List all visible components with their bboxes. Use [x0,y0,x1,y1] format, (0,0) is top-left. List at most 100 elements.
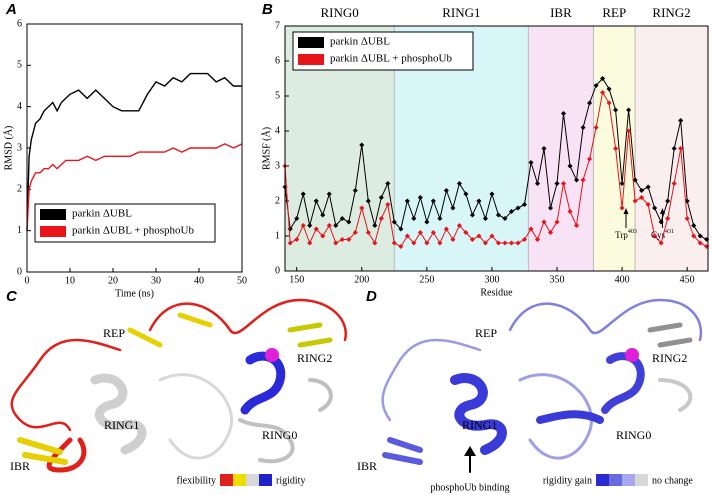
series-line [26,143,243,231]
data-point [476,198,482,204]
data-point [294,215,300,222]
domain-label: REP [103,326,125,340]
data-point [469,236,475,243]
legend-label: parkin ΔUBL + phosphoUb [72,225,194,237]
x-tick-label: 300 [484,274,499,285]
x-tick-label: 20 [108,275,118,286]
data-point [404,198,410,204]
data-point [463,191,469,197]
y-tick-label: 0 [17,266,22,277]
data-point [417,229,423,236]
region-label: RING0 [321,5,359,20]
data-point [508,240,515,246]
data-point [385,180,391,187]
data-point [469,212,475,218]
data-point [489,233,495,239]
data-point [313,226,319,232]
data-point [398,226,404,232]
y-tick-label: 6 [17,18,22,29]
data-point [463,229,469,236]
data-point [495,212,501,218]
data-point [359,205,365,211]
domain-label: RING0 [616,428,651,442]
data-point [300,222,306,229]
region-band [528,26,594,271]
domain-label: RING0 [262,428,297,442]
data-point [691,222,697,229]
y-tick-label: 5 [17,60,22,71]
y-tick-label: 6 [275,55,280,66]
series-line [284,77,707,240]
domain-label: RING2 [297,351,332,365]
region-label: RING2 [652,5,690,20]
series-line [26,72,242,231]
data-point [417,194,423,201]
region-label: IBR [550,5,572,20]
domain-label: IBR [357,459,377,473]
legend-label: no change [652,475,693,486]
data-point [300,191,306,197]
data-point [359,142,365,148]
x-axis-label: Residue [480,287,513,298]
y-tick-label: 4 [275,125,280,136]
y-tick-label: 7 [275,20,280,31]
legend-swatch [40,226,66,237]
annotation-arrowhead [659,208,665,214]
y-tick-label: 4 [17,101,22,112]
annotation: Trp403 [615,229,637,240]
x-tick-label: 40 [194,275,204,286]
y-tick-label: 5 [275,90,280,101]
y-tick-label: 2 [275,195,280,206]
legend-label: parkin ΔUBL [72,208,132,220]
y-tick-label: 0 [275,265,280,276]
data-point [404,233,410,239]
data-point [391,219,397,225]
legend-swatch [298,37,324,48]
y-tick-label: 3 [275,160,280,171]
data-point [411,215,417,222]
panel-label: A [5,1,17,18]
legend-swatch [40,209,66,220]
y-tick-label: 2 [17,184,22,195]
x-tick-label: 450 [680,274,695,285]
y-tick-label: 3 [17,142,22,153]
annotation-arrowhead [623,208,629,214]
region-label: REP [602,5,626,20]
annotation-text: Trp [615,230,628,240]
data-point [365,198,371,204]
data-point [508,208,515,215]
structure-c [10,298,348,486]
x-tick-label: 200 [354,274,369,285]
legend-label: parkin ΔUBL [330,36,390,48]
annotation: phosphoUb binding [430,482,509,493]
data-point [411,240,417,246]
domain-label: IBR [10,459,30,473]
domain-label: RING1 [462,418,497,432]
legend-swatch [298,54,324,65]
y-tick-label: 1 [17,225,22,236]
data-point [502,240,508,246]
annotation: Cys431 [651,229,674,240]
data-point [307,222,313,229]
data-point [691,233,697,239]
data-point [482,215,488,222]
x-tick-label: 10 [65,275,75,286]
x-tick-label: 400 [615,274,630,285]
data-point [391,240,397,246]
y-axis-label: RMSD (Å) [2,126,14,171]
data-point [307,240,313,246]
structure-d [381,298,703,486]
data-point [378,194,384,201]
annotation-text: Cys [651,230,666,240]
legend-label: flexibility [177,475,216,486]
y-tick-label: 1 [275,230,280,241]
data-point [697,233,703,239]
domain-label: RING2 [652,351,687,365]
data-point [502,215,508,222]
domain-label: REP [475,326,497,340]
data-point [294,236,300,243]
data-point [287,240,293,246]
legend-label: rigidity [276,475,305,486]
data-point [365,229,371,236]
